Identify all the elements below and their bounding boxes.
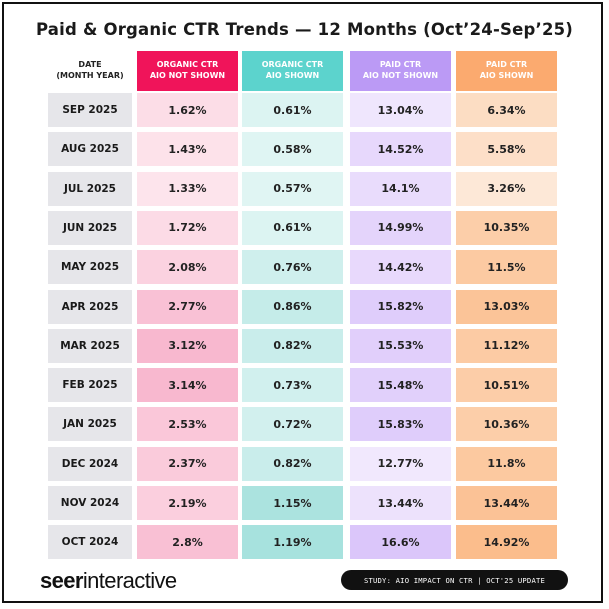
value-cell-paid-no-aio: 14.1% (350, 171, 451, 206)
date-cell: MAR 2025 (48, 328, 132, 363)
value-cell-organic-no-aio: 2.37% (137, 446, 238, 481)
value-cell-organic-no-aio: 2.08% (137, 250, 238, 285)
value-cell-organic-aio: 1.15% (242, 486, 343, 520)
date-cell: SEP 2025 (48, 93, 132, 127)
column-header-organic-no-aio: ORGANIC CTR AIO NOT SHOWN (137, 51, 238, 91)
value-cell-paid-aio: 10.51% (456, 368, 557, 403)
chart-title: Paid & Organic CTR Trends — 12 Months (O… (35, 20, 574, 39)
value-cell-organic-no-aio: 3.14% (137, 368, 238, 403)
value-cell-paid-no-aio: 14.42% (350, 250, 451, 285)
value-cell-paid-aio: 11.5% (456, 250, 557, 285)
value-cell-organic-aio: 0.86% (242, 289, 343, 324)
date-cell: AUG 2025 (48, 132, 132, 167)
value-cell-paid-no-aio: 15.82% (350, 289, 451, 324)
value-cell-paid-no-aio: 16.6% (350, 525, 451, 560)
value-cell-paid-aio: 10.36% (456, 407, 557, 442)
date-cell: OCT 2024 (48, 525, 132, 560)
column-header-line2: AIO NOT SHOWN (149, 71, 226, 80)
date-cell: FEB 2025 (48, 368, 132, 403)
value-cell-organic-no-aio: 1.43% (137, 132, 238, 167)
value-cell-paid-no-aio: 14.99% (350, 210, 451, 245)
column-header-organic-aio: ORGANIC CTR AIO SHOWN (242, 51, 343, 91)
value-cell-paid-no-aio: 15.48% (350, 368, 451, 403)
value-cell-paid-aio: 6.34% (456, 93, 557, 127)
value-cell-organic-aio: 0.76% (242, 250, 343, 285)
value-cell-organic-no-aio: 3.12% (137, 328, 238, 363)
value-cell-organic-aio: 1.19% (242, 525, 343, 560)
value-cell-organic-aio: 0.73% (242, 368, 343, 403)
value-cell-organic-no-aio: 2.53% (137, 407, 238, 442)
value-cell-paid-aio: 3.26% (456, 171, 557, 206)
value-cell-paid-aio: 11.12% (456, 328, 557, 363)
value-cell-organic-no-aio: 2.8% (137, 525, 238, 560)
logo-light-text: interactive (82, 568, 177, 593)
date-column-header: DATE (MONTH YEAR) (48, 51, 132, 91)
value-cell-paid-no-aio: 15.53% (350, 328, 451, 363)
value-cell-organic-no-aio: 1.62% (137, 93, 238, 127)
value-cell-organic-aio: 0.61% (242, 210, 343, 245)
date-cell: APR 2025 (48, 289, 132, 324)
value-cell-organic-no-aio: 2.77% (137, 289, 238, 324)
date-cell: JAN 2025 (48, 407, 132, 442)
column-header-line1: ORGANIC CTR (156, 60, 219, 70)
value-cell-paid-no-aio: 14.52% (350, 132, 451, 167)
value-cell-organic-aio: 0.82% (242, 446, 343, 481)
value-cell-paid-no-aio: 12.77% (350, 446, 451, 481)
value-cell-organic-aio: 0.57% (242, 171, 343, 206)
date-cell: DEC 2024 (48, 446, 132, 481)
date-cell: MAY 2025 (48, 250, 132, 285)
value-cell-paid-no-aio: 13.44% (350, 486, 451, 520)
logo-bold-text: seer (40, 568, 83, 593)
value-cell-organic-aio: 0.61% (242, 93, 343, 127)
value-cell-paid-aio: 13.44% (456, 486, 557, 520)
column-header-line1: ORGANIC CTR (261, 60, 324, 70)
seer-interactive-logo: seerinteractive (40, 568, 177, 594)
value-cell-organic-no-aio: 1.72% (137, 210, 238, 245)
column-header-line1: PAID CTR (379, 60, 422, 70)
column-header-line2: AIO NOT SHOWN (362, 71, 439, 80)
value-cell-organic-aio: 0.82% (242, 328, 343, 363)
value-cell-paid-aio: 11.8% (456, 446, 557, 481)
date-cell: NOV 2024 (48, 486, 132, 520)
value-cell-paid-no-aio: 13.04% (350, 93, 451, 127)
column-header-line1: PAID CTR (485, 60, 528, 70)
value-cell-organic-no-aio: 1.33% (137, 171, 238, 206)
study-label-pill: STUDY: AIO IMPACT ON CTR | OCT'25 UPDATE (341, 570, 568, 590)
date-cell: JUL 2025 (48, 171, 132, 206)
value-cell-organic-aio: 0.58% (242, 132, 343, 167)
value-cell-organic-no-aio: 2.19% (137, 486, 238, 520)
column-header-line2: AIO SHOWN (479, 71, 534, 80)
value-cell-paid-aio: 13.03% (456, 289, 557, 324)
value-cell-paid-no-aio: 15.83% (350, 407, 451, 442)
value-cell-paid-aio: 5.58% (456, 132, 557, 167)
date-header-line2: (MONTH YEAR) (56, 71, 124, 80)
column-header-paid-no-aio: PAID CTR AIO NOT SHOWN (350, 51, 451, 91)
date-header-line1: DATE (78, 60, 102, 70)
column-header-paid-aio: PAID CTR AIO SHOWN (456, 51, 557, 91)
value-cell-paid-aio: 10.35% (456, 210, 557, 245)
column-header-line2: AIO SHOWN (265, 71, 320, 80)
date-cell: JUN 2025 (48, 210, 132, 245)
value-cell-paid-aio: 14.92% (456, 525, 557, 560)
value-cell-organic-aio: 0.72% (242, 407, 343, 442)
